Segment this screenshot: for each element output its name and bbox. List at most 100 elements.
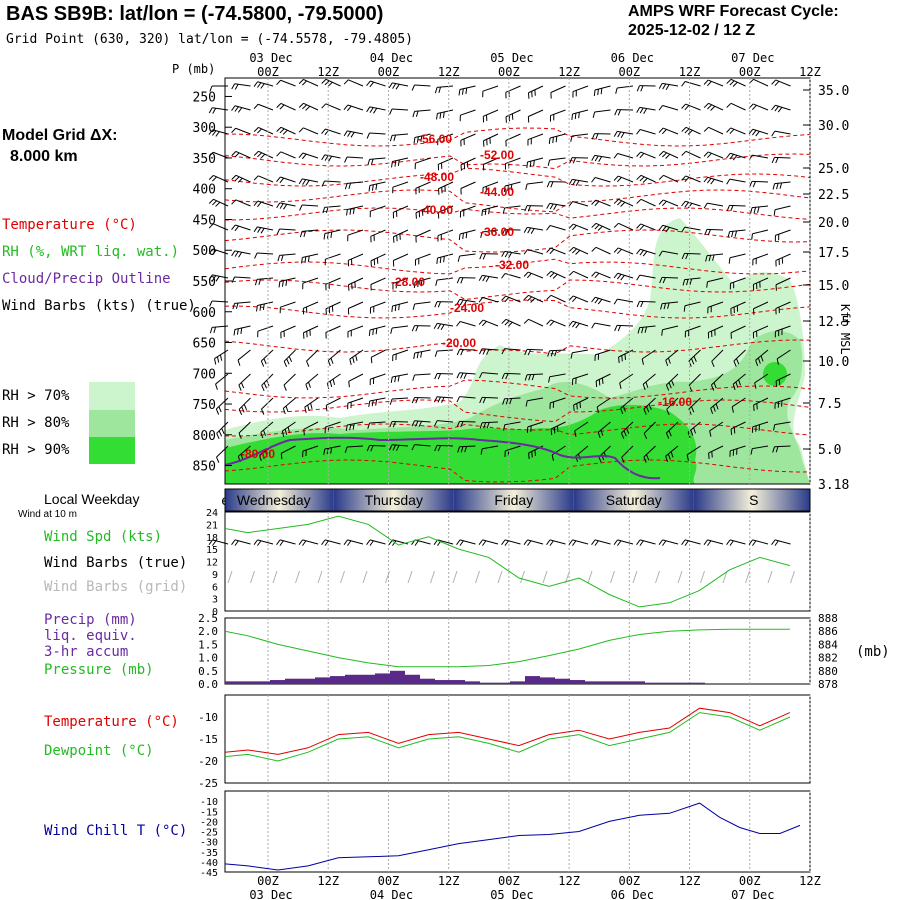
top-date-label: 07 Dec [731,51,774,65]
xs-wind-barb-feather [411,444,416,451]
legend-temperature: Temperature (°C) [2,217,137,233]
sfc-barb-true-feather [302,540,307,546]
height-tick-label: 20.0 [818,216,849,231]
legend-sfc-temperature: Temperature (°C) [44,714,179,730]
top-hour-label: 12Z [438,65,460,79]
xs-wind-barb-feather [748,128,754,135]
legend-rh: RH (%, WRT liq. wat.) [2,244,180,260]
xs-wind-barb-feather [530,297,536,303]
xs-wind-barb-feather [310,402,313,410]
xs-wind-barb [280,79,296,87]
xs-wind-barb-feather [667,357,671,364]
xs-wind-barb-feather [592,111,596,118]
xs-wind-barb-feather [749,181,753,188]
xs-wind-barb-feather [613,131,618,137]
xs-wind-barb-feather [390,376,393,383]
pressure-axis-label: P (mb) [172,62,216,76]
xs-wind-barb [370,229,386,237]
xs-wind-barb-feather [658,250,663,257]
xs-wind-barb-feather [260,360,265,367]
xs-wind-barb [528,318,544,327]
xs-wind-barb [414,373,431,376]
xs-wind-barb-feather [348,182,352,189]
xs-wind-barb-feather [501,273,506,279]
xs-wind-barb-feather [726,78,732,84]
xs-wind-barb [258,175,274,183]
xs-wind-barb-feather [234,251,239,257]
precip-bar [360,674,375,684]
precip-tick-label: 2.0 [198,625,218,638]
xs-wind-barb-feather [703,176,709,183]
xs-wind-barb-feather [280,453,283,460]
xs-wind-barb [481,421,499,424]
sfc-barb-true-feather [658,539,663,546]
xs-wind-barb-feather [389,444,393,451]
xs-wind-barb-feather [305,179,310,186]
xs-wind-barb-feather [367,159,371,166]
xs-wind-barb-feather [575,249,581,255]
sfc-barb-true-feather [729,540,734,546]
wind-panel-frame [224,511,811,612]
xs-wind-barb [303,127,319,135]
xs-wind-barb [573,270,589,279]
xs-wind-barb-feather [528,374,532,381]
weekday-label-cell: Wednesday [237,492,311,508]
xs-wind-barb [730,152,746,159]
xs-wind-barb-feather [597,225,603,231]
weekday-cell [453,489,574,511]
xs-wind-barb-feather [283,361,288,367]
xs-wind-barb-feather [478,319,484,325]
xs-wind-barb [685,103,701,111]
xs-wind-barb [640,151,656,159]
xs-wind-barb [594,154,611,159]
xs-wind-barb [392,349,409,356]
weekday-label-cell: S [749,492,758,508]
xs-wind-barb-feather [485,276,490,282]
xs-wind-barb-feather [463,300,468,306]
xs-wind-barb-feather [568,179,573,185]
xs-wind-barb-feather [575,180,580,186]
xs-wind-barb-feather [639,153,645,159]
xs-wind-barb [482,296,499,303]
precip-bar [450,680,465,684]
xs-wind-barb [774,205,791,211]
xs-wind-barb-feather [299,231,303,238]
xs-wind-barb-feather [480,448,483,455]
xs-wind-barb [643,445,656,458]
xs-wind-barb [216,421,229,434]
xs-wind-barb-feather [526,161,529,169]
xs-wind-barb-feather [208,223,214,229]
xs-wind-barb [303,421,319,430]
xs-wind-barb [346,156,364,159]
xs-wind-barb-feather [710,105,716,111]
xs-wind-barb-feather [773,209,776,216]
weekday-label-cell: Saturday [606,492,662,508]
xs-wind-barb-feather [636,129,641,135]
xs-wind-barb [257,200,274,207]
top-date-label: 03 Dec [249,51,292,65]
xs-wind-barb-feather [279,177,285,184]
xs-wind-barb-feather [411,420,416,427]
xs-wind-barb-feather [488,208,490,215]
wind-tick-label: 15 [206,545,218,556]
xs-wind-barb-feather [550,181,554,188]
xs-wind-barb-feather [772,183,776,190]
xs-wind-barb-feather [350,131,355,138]
xs-wind-barb [639,274,656,279]
xs-wind-barb [572,349,589,354]
wind-tick-label: 3 [212,595,218,606]
temperature-contour [224,229,811,253]
xs-wind-barb-feather [568,201,574,207]
xs-wind-barb-feather [501,295,507,301]
xs-wind-barb [528,109,544,117]
xs-wind-barb-feather [643,456,647,463]
temp-contour-label: -32.00 [495,258,529,272]
xs-wind-barb [459,229,476,235]
xs-wind-barb-feather [646,406,650,413]
xs-wind-barb-feather [614,325,618,332]
xs-wind-barb [596,397,611,408]
xs-wind-barb [415,157,431,164]
xs-wind-barb-feather [349,208,352,215]
top-date-label: 05 Dec [490,51,533,65]
